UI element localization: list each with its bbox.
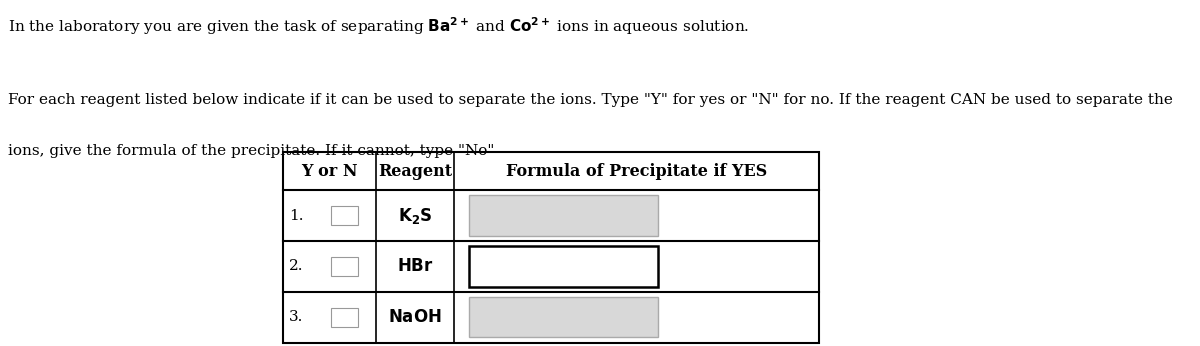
Text: $\mathbf{HBr}$: $\mathbf{HBr}$ bbox=[397, 258, 433, 275]
Bar bbox=[331, 206, 358, 225]
Text: 1.: 1. bbox=[289, 209, 304, 223]
Text: Y or N: Y or N bbox=[301, 163, 358, 180]
Text: $\mathbf{NaOH}$: $\mathbf{NaOH}$ bbox=[389, 309, 442, 326]
Text: $\mathbf{K_2S}$: $\mathbf{K_2S}$ bbox=[398, 206, 432, 226]
Text: ions, give the formula of the precipitate. If it cannot, type "No": ions, give the formula of the precipitat… bbox=[7, 144, 494, 157]
Text: Formula of Precipitate if YES: Formula of Precipitate if YES bbox=[506, 163, 767, 180]
Bar bbox=[469, 195, 659, 236]
Text: For each reagent listed below indicate if it can be used to separate the ions. T: For each reagent listed below indicate i… bbox=[7, 93, 1172, 107]
Text: Reagent: Reagent bbox=[378, 163, 452, 180]
Text: In the laboratory you are given the task of separating $\bf{Ba^{2+}}$ and $\bf{C: In the laboratory you are given the task… bbox=[7, 16, 749, 37]
Bar bbox=[469, 297, 659, 337]
Bar bbox=[331, 308, 358, 327]
Text: 2.: 2. bbox=[289, 260, 304, 273]
Text: 3.: 3. bbox=[289, 310, 304, 324]
Bar bbox=[282, 152, 818, 343]
Bar bbox=[331, 257, 358, 276]
Bar bbox=[469, 246, 659, 287]
